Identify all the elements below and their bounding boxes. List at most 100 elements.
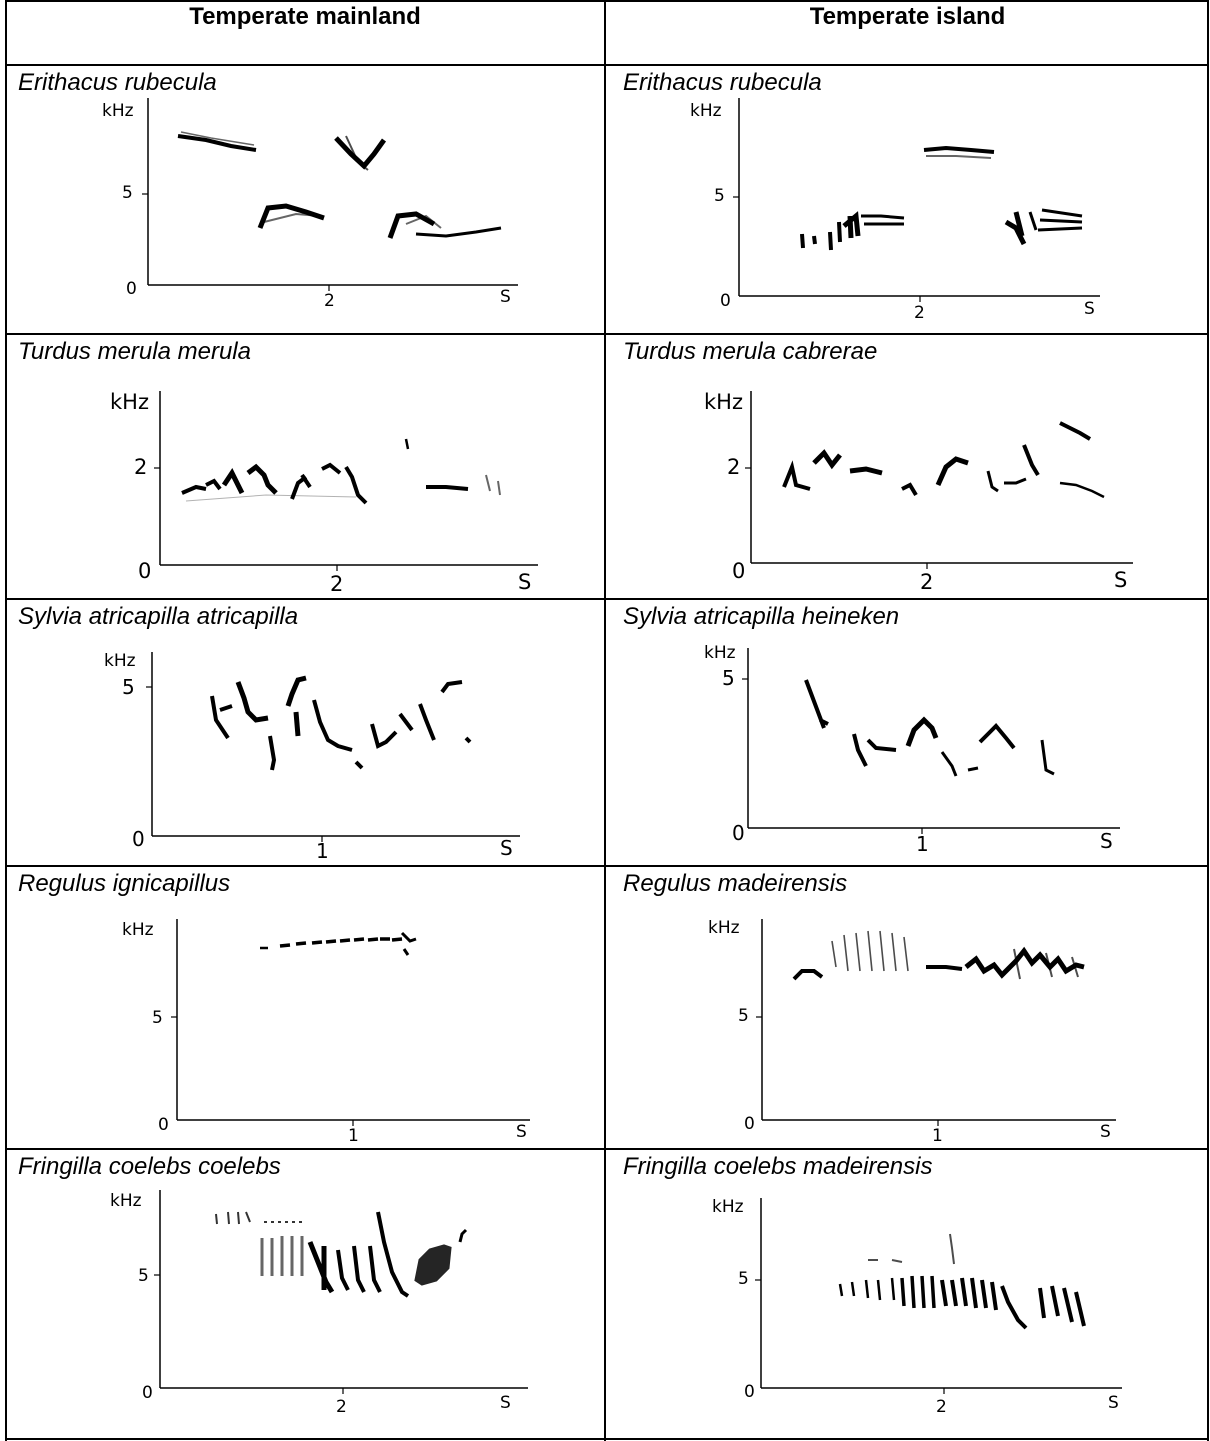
y-tick-label: 5 xyxy=(152,1008,163,1028)
y-tick-label: 0 xyxy=(126,279,137,299)
x-tick-label: 2 xyxy=(914,303,925,323)
spectrogram: kHz 5 0 2 S xyxy=(102,98,518,311)
spectrogram: kHz 5 0 2 S xyxy=(110,1190,528,1417)
spectrogram: kHz 5 0 2 S xyxy=(690,98,1100,323)
y-tick-label: 5 xyxy=(738,1006,749,1026)
x-unit-label: S xyxy=(500,287,511,307)
table-border-left xyxy=(5,0,7,1441)
x-tick-label: 2 xyxy=(336,1397,347,1417)
y-tick-label: 0 xyxy=(732,821,745,845)
y-tick-label: 0 xyxy=(720,291,731,311)
x-tick-label: 2 xyxy=(324,291,335,311)
y-unit-label: kHz xyxy=(122,920,154,940)
spectrogram: kHz 5 0 1 S xyxy=(704,643,1120,856)
spectrogram: kHz 2 0 2 S xyxy=(704,390,1133,594)
y-tick-label: 0 xyxy=(142,1383,153,1403)
cell-island-fringilla: Fringilla coelebs madeirensis kHz 5 0 2 … xyxy=(606,1150,1207,1438)
y-tick-label: 0 xyxy=(132,827,145,851)
x-tick-label: 2 xyxy=(936,1397,947,1417)
y-unit-label: kHz xyxy=(690,101,722,121)
y-unit-label: kHz xyxy=(104,651,136,671)
song-syllables xyxy=(215,1211,468,1298)
species-name: Regulus madeirensis xyxy=(623,870,848,897)
y-tick-label: 0 xyxy=(732,559,745,583)
species-name: Fringilla coelebs madeirensis xyxy=(623,1153,933,1180)
y-unit-label: kHz xyxy=(708,918,740,938)
cell-island-turdus: Turdus merula cabrerae kHz 2 0 2 S xyxy=(606,335,1207,598)
y-unit-label: kHz xyxy=(704,643,736,663)
y-tick-label: 0 xyxy=(744,1114,755,1134)
table-border-top xyxy=(5,0,1209,2)
spectrogram: kHz 2 0 2 S xyxy=(110,390,538,596)
y-unit-label: kHz xyxy=(712,1197,744,1217)
species-name: Erithacus rubecula xyxy=(18,69,217,96)
y-unit-label: kHz xyxy=(102,101,134,121)
y-tick-label: 5 xyxy=(122,675,135,699)
song-syllables xyxy=(792,930,1085,981)
cell-mainland-regulus: Regulus ignicapillus kHz 5 0 1 S xyxy=(6,867,604,1148)
x-unit-label: S xyxy=(518,570,531,594)
x-unit-label: S xyxy=(516,1122,527,1142)
y-unit-label: kHz xyxy=(110,390,149,414)
table-border-middle xyxy=(604,0,606,1441)
y-tick-label: 5 xyxy=(722,666,735,690)
song-syllables xyxy=(804,679,1055,777)
row-divider-2 xyxy=(5,598,1209,600)
y-tick-label: 5 xyxy=(714,186,725,206)
spectrogram: kHz 5 0 1 S xyxy=(104,651,520,863)
species-name: Turdus merula merula xyxy=(18,338,251,365)
spectrogram: kHz 5 0 1 S xyxy=(708,918,1116,1146)
y-tick-label: 0 xyxy=(744,1382,755,1402)
species-name: Turdus merula cabrerae xyxy=(623,338,878,365)
spectrogram: kHz 5 0 2 S xyxy=(712,1197,1122,1417)
y-tick-label: 0 xyxy=(138,559,151,583)
x-tick-label: 2 xyxy=(920,570,933,594)
y-tick-label: 5 xyxy=(138,1266,149,1286)
cell-mainland-fringilla: Fringilla coelebs coelebs kHz 5 0 2 S xyxy=(6,1150,604,1438)
song-syllables xyxy=(782,421,1105,499)
cell-mainland-erithacus: Erithacus rubecula kHz 5 0 2 S xyxy=(6,66,604,333)
y-tick-label: 0 xyxy=(158,1115,169,1135)
species-name: Sylvia atricapilla atricapilla xyxy=(18,603,299,630)
table-border-bottom xyxy=(5,1438,1209,1440)
row-divider-4 xyxy=(5,1148,1209,1150)
song-syllables xyxy=(260,931,417,956)
x-tick-label: 1 xyxy=(348,1126,359,1146)
row-divider-3 xyxy=(5,865,1209,867)
x-unit-label: S xyxy=(1084,299,1095,319)
x-tick-label: 1 xyxy=(316,839,329,863)
x-unit-label: S xyxy=(1108,1393,1119,1413)
cell-mainland-sylvia: Sylvia atricapilla atricapilla kHz 5 0 1… xyxy=(6,600,604,865)
x-tick-label: 1 xyxy=(932,1126,943,1146)
table-border-right xyxy=(1207,0,1209,1441)
cell-island-sylvia: Sylvia atricapilla heineken kHz 5 0 1 S xyxy=(606,600,1207,865)
cell-island-erithacus: Erithacus rubecula kHz 5 0 2 S xyxy=(606,66,1207,333)
cell-mainland-turdus: Turdus merula merula kHz 2 0 2 S xyxy=(6,335,604,598)
song-syllables xyxy=(800,145,1083,251)
song-syllables xyxy=(177,131,502,239)
column-header-mainland: Temperate mainland xyxy=(189,3,421,30)
y-unit-label: kHz xyxy=(704,390,743,414)
species-name: Sylvia atricapilla heineken xyxy=(623,603,900,630)
header-row-divider xyxy=(5,64,1209,66)
y-tick-label: 5 xyxy=(738,1269,749,1289)
x-unit-label: S xyxy=(1100,1122,1111,1142)
species-name: Erithacus rubecula xyxy=(623,69,822,96)
species-name: Regulus ignicapillus xyxy=(18,870,231,897)
row-divider-1 xyxy=(5,333,1209,335)
x-unit-label: S xyxy=(500,836,513,860)
x-unit-label: S xyxy=(1100,829,1113,853)
x-unit-label: S xyxy=(500,1393,511,1413)
song-syllables xyxy=(210,675,472,771)
y-unit-label: kHz xyxy=(110,1191,142,1211)
column-header-island: Temperate island xyxy=(809,3,1006,30)
x-tick-label: 1 xyxy=(916,832,929,856)
x-tick-label: 2 xyxy=(330,572,343,596)
spectrogram: kHz 5 0 1 S xyxy=(122,919,530,1146)
y-tick-label: 2 xyxy=(134,455,147,479)
y-tick-label: 2 xyxy=(727,455,740,479)
y-tick-label: 5 xyxy=(122,183,133,203)
cell-island-regulus: Regulus madeirensis kHz 5 0 1 S xyxy=(606,867,1207,1148)
song-syllables xyxy=(838,1233,1086,1330)
